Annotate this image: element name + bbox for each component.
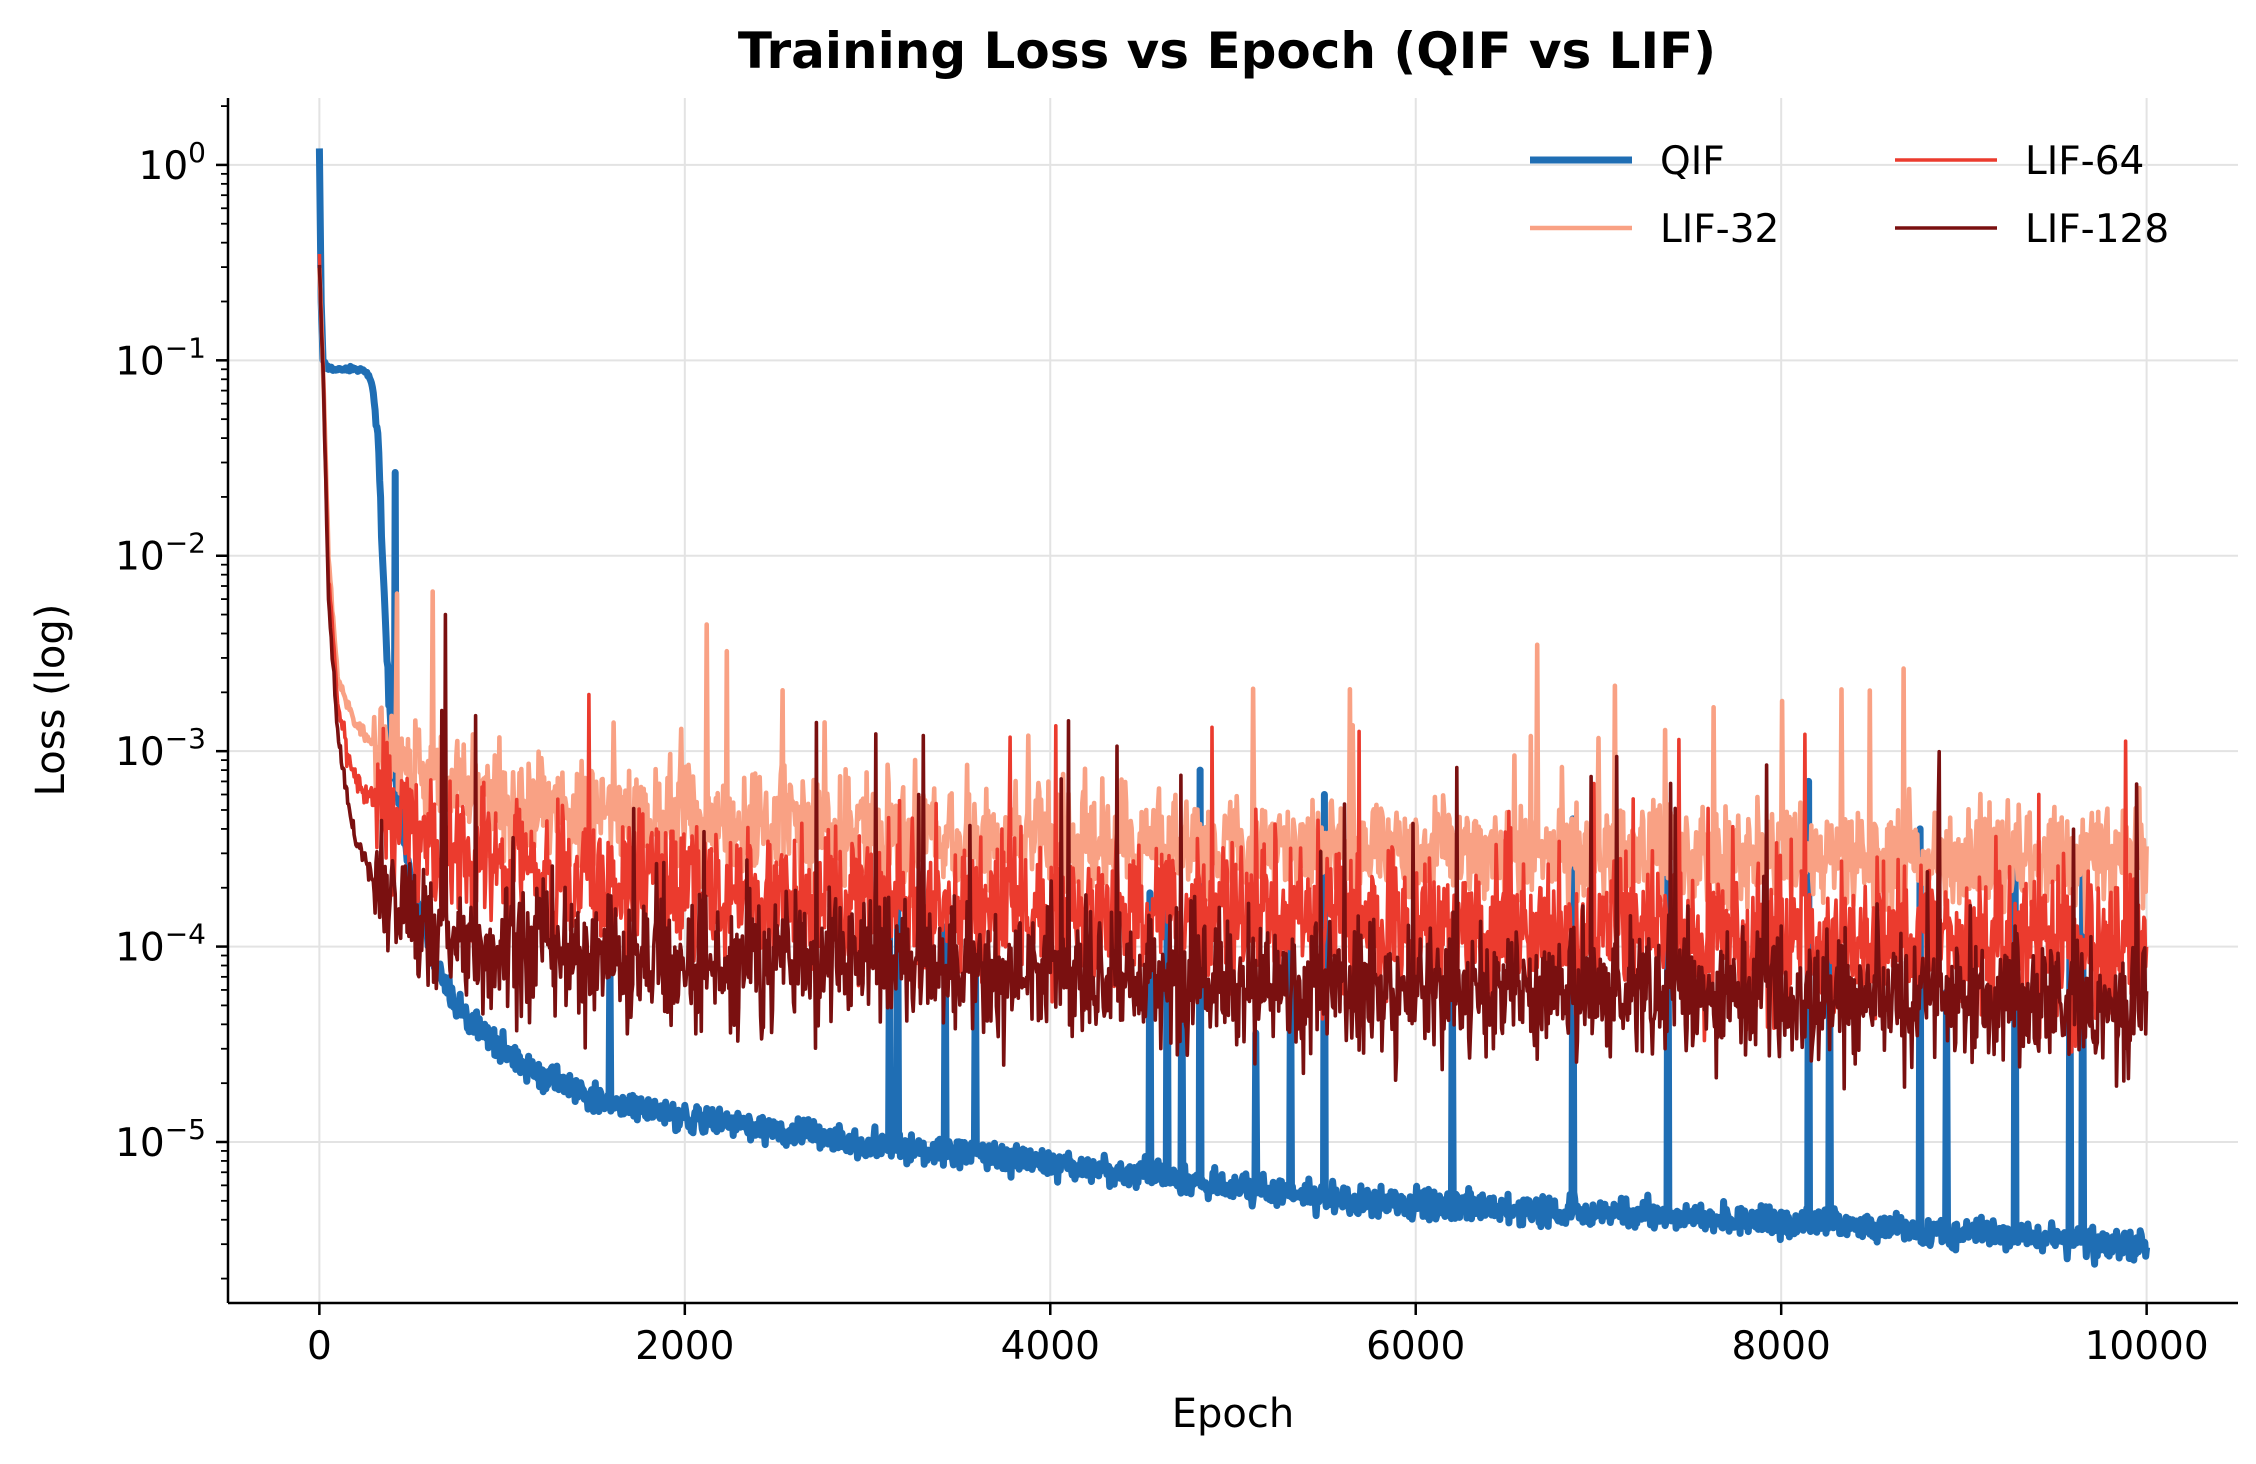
y-tick-base: 10 <box>115 926 165 971</box>
x-tick-label: 0 <box>307 1324 332 1369</box>
y-tick-exponent: −4 <box>165 918 206 951</box>
chart-legend: QIF LIF-32 LIF-64 LIF-128 <box>1530 139 2169 252</box>
y-tick-base: 10 <box>115 730 165 775</box>
y-tick-exponent: −5 <box>165 1113 206 1146</box>
y-tick-exponent: −2 <box>165 527 206 560</box>
series-line-lif-64 <box>317 253 2149 1054</box>
x-tick-label: 6000 <box>1366 1324 1465 1369</box>
y-tick-base: 10 <box>139 144 189 189</box>
y-tick-label: 10−1 <box>115 331 206 384</box>
series-layer <box>315 148 2151 1268</box>
legend-label: QIF <box>1660 139 1725 184</box>
legend-item-lif-32: LIF-32 <box>1530 207 1779 252</box>
y-tick-base: 10 <box>115 339 165 384</box>
legend-item-lif-64: LIF-64 <box>1895 139 2144 184</box>
x-tick-label: 2000 <box>635 1324 734 1369</box>
y-axis-label: Loss (log) <box>28 604 74 797</box>
y-tick-exponent: 0 <box>188 136 206 169</box>
legend-item-lif-128: LIF-128 <box>1895 207 2169 252</box>
y-tick-exponent: −3 <box>165 722 206 755</box>
y-tick-base: 10 <box>115 1121 165 1166</box>
x-axis-ticks: 0 2000 4000 6000 8000 10000 <box>307 1303 2209 1369</box>
y-tick-exponent: −1 <box>165 331 206 364</box>
legend-label: LIF-64 <box>2025 139 2144 184</box>
y-tick-label: 10−5 <box>115 1113 206 1166</box>
x-tick-label: 4000 <box>1001 1324 1100 1369</box>
y-tick-label: 10−4 <box>115 918 206 971</box>
legend-item-qif: QIF <box>1530 139 1725 184</box>
x-tick-label: 10000 <box>2085 1324 2209 1369</box>
x-tick-label: 8000 <box>1732 1324 1831 1369</box>
y-tick-label: 10−2 <box>115 527 206 580</box>
series-line-lif-128 <box>317 264 2149 1091</box>
y-tick-base: 10 <box>115 535 165 580</box>
chart-title: Training Loss vs Epoch (QIF vs LIF) <box>738 22 1716 80</box>
series-line-qif <box>315 148 2151 1268</box>
x-axis-label: Epoch <box>1172 1391 1294 1437</box>
legend-label: LIF-32 <box>1660 207 1779 252</box>
y-tick-label: 100 <box>139 136 206 189</box>
legend-label: LIF-128 <box>2025 207 2169 252</box>
y-tick-label: 10−3 <box>115 722 206 775</box>
